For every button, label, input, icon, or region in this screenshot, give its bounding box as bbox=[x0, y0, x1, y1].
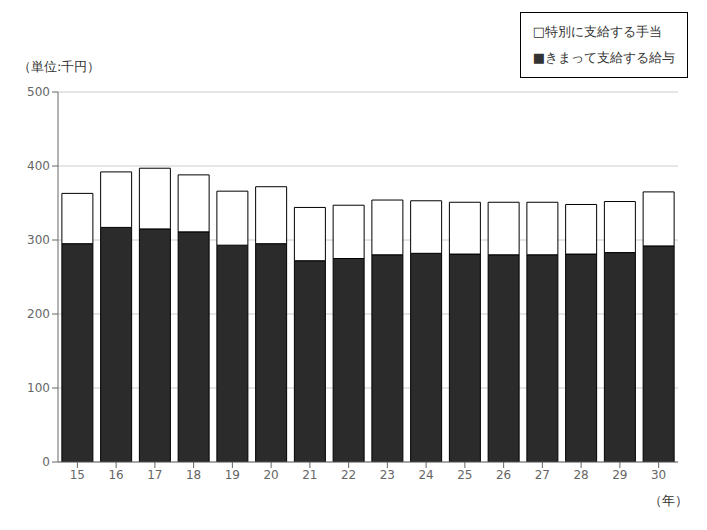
svg-text:28: 28 bbox=[573, 468, 588, 482]
svg-text:21: 21 bbox=[302, 468, 317, 482]
svg-text:0: 0 bbox=[42, 455, 50, 469]
svg-text:300: 300 bbox=[27, 233, 50, 247]
svg-text:20: 20 bbox=[263, 468, 278, 482]
html-text:□特別に支給する手当: □特別に支給する手当 bbox=[532, 24, 662, 39]
svg-text:16: 16 bbox=[108, 468, 123, 482]
svg-text:24: 24 bbox=[418, 468, 433, 482]
html-text:（年）: （年） bbox=[649, 493, 688, 508]
svg-text:15: 15 bbox=[70, 468, 85, 482]
html-text:（単位:千円）: （単位:千円） bbox=[18, 59, 101, 74]
svg-text:100: 100 bbox=[27, 381, 50, 395]
svg-text:25: 25 bbox=[457, 468, 472, 482]
svg-text:27: 27 bbox=[535, 468, 550, 482]
svg-text:26: 26 bbox=[496, 468, 511, 482]
svg-text:29: 29 bbox=[612, 468, 627, 482]
svg-text:30: 30 bbox=[651, 468, 666, 482]
html-text:■きまって支給する給与: ■きまって支給する給与 bbox=[532, 50, 675, 65]
svg-text:500: 500 bbox=[27, 85, 50, 99]
svg-text:19: 19 bbox=[225, 468, 240, 482]
svg-text:200: 200 bbox=[27, 307, 50, 321]
svg-text:17: 17 bbox=[147, 468, 162, 482]
svg-text:23: 23 bbox=[380, 468, 395, 482]
svg-text:22: 22 bbox=[341, 468, 356, 482]
svg-text:400: 400 bbox=[27, 159, 50, 173]
svg-text:18: 18 bbox=[186, 468, 201, 482]
